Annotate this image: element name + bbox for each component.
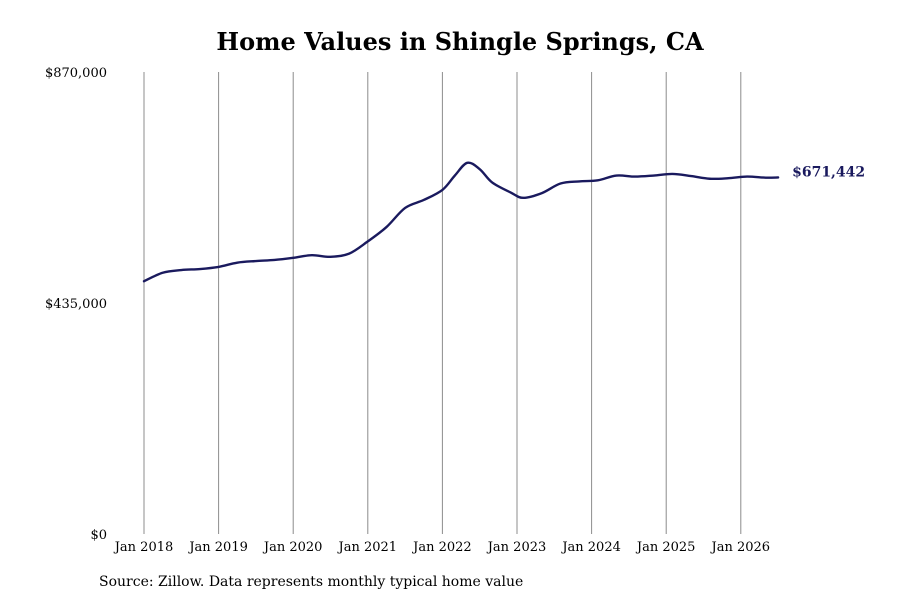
x-tick-label: Jan 2019 xyxy=(187,540,248,555)
y-tick-label: $435,000 xyxy=(45,297,107,312)
vertical-gridlines xyxy=(143,72,742,534)
x-tick-label: Jan 2023 xyxy=(486,540,547,555)
latest-value-label: $671,442 xyxy=(792,164,865,180)
chart-title: Home Values in Shingle Springs, CA xyxy=(216,27,704,56)
x-tick-label: Jan 2022 xyxy=(411,540,472,555)
x-tick-label: Jan 2020 xyxy=(262,540,323,555)
home-value-line xyxy=(142,161,780,283)
source-note: Source: Zillow. Data represents monthly … xyxy=(99,574,524,590)
x-axis-tick-labels: Jan 2018 Jan 2019 Jan 2020 Jan 2021 Jan 2022… xyxy=(113,540,770,555)
x-tick-label: Jan 2021 xyxy=(337,540,398,555)
y-axis-tick-labels: $0 $435,000 $870,000 xyxy=(45,66,107,543)
x-tick-label: Jan 2018 xyxy=(113,540,174,555)
x-tick-label: Jan 2024 xyxy=(560,540,621,555)
x-tick-label: Jan 2025 xyxy=(635,540,696,555)
y-tick-label: $870,000 xyxy=(45,66,107,81)
y-tick-label: $0 xyxy=(90,528,107,543)
x-tick-label: Jan 2026 xyxy=(710,540,771,555)
